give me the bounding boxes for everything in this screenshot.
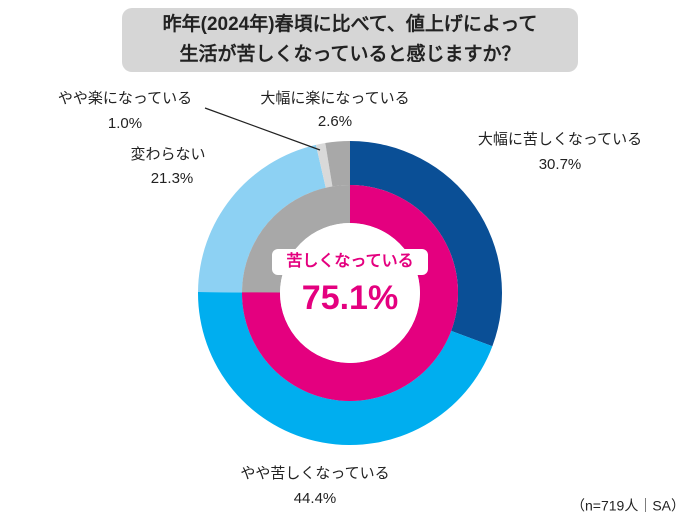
chart-title: 生活が苦しくなっていると感じますか？	[179, 42, 520, 65]
center-label-box	[272, 249, 428, 275]
note: （n=719人｜SA）	[571, 498, 685, 514]
inner-slice	[242, 185, 458, 402]
center-value: 75.1%	[302, 279, 398, 317]
value-label: 21.3%	[151, 170, 194, 187]
chart-title: 昨年(2024年)春頃に比べて、値上げによって	[163, 12, 538, 35]
outer-slice	[198, 144, 326, 293]
slice-label: やや苦しくなっている	[240, 465, 389, 482]
outer-slice	[350, 141, 502, 347]
rings	[198, 141, 502, 445]
title-box	[122, 8, 578, 72]
center-label: 苦しくなっている	[286, 251, 413, 270]
outer-slice	[315, 143, 333, 188]
value-label: 2.6%	[318, 113, 352, 130]
value-label: 30.7%	[539, 156, 582, 173]
value-label: 44.4%	[294, 490, 337, 507]
slice-label: 大幅に苦しくなっている	[478, 131, 642, 148]
outer-slice	[198, 292, 493, 445]
outer-slice	[325, 141, 350, 187]
value-label: 1.0%	[108, 115, 142, 132]
slice-label: 変わらない	[130, 146, 205, 163]
leader-line	[204, 107, 321, 151]
slice-label: やや楽になっている	[58, 90, 192, 107]
slice-label: 大幅に楽になっている	[260, 90, 409, 107]
